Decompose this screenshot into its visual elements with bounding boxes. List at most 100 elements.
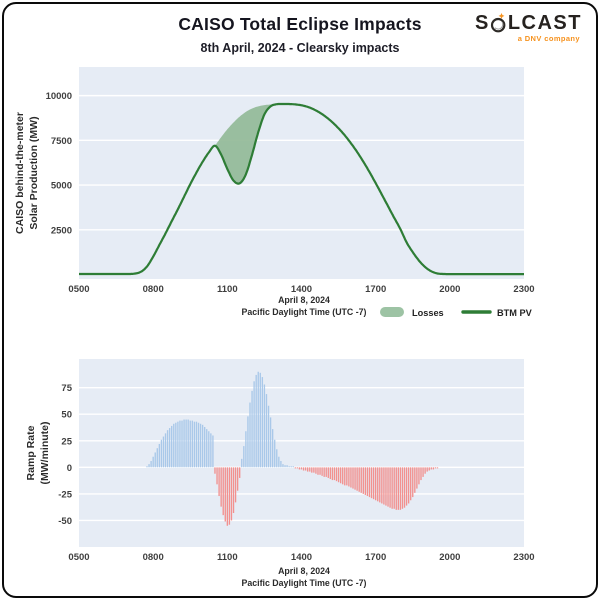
ramp-bar-positive: [284, 465, 286, 468]
y-axis-label: CAISO behind-the-meter: [14, 112, 26, 234]
btm-pv-line: [79, 102, 524, 276]
ramp-bar-negative: [379, 467, 381, 503]
ramp-bar-negative: [300, 467, 303, 470]
y-tick-label: 5000: [51, 181, 72, 192]
ramp-bar-negative: [323, 467, 325, 477]
ramp-bar-negative: [307, 467, 309, 472]
ramp-bar-positive: [197, 422, 200, 468]
ramp-bar-positive: [185, 419, 187, 468]
ramp-bar-negative: [366, 467, 369, 497]
ramp-bar-negative: [228, 467, 231, 525]
ramp-bar-positive: [257, 371, 259, 468]
ramp-bar-positive: [208, 431, 210, 468]
ramp-bar-positive: [288, 466, 290, 468]
x-tick-label: 2000: [439, 284, 460, 295]
ramp-bar-negative: [352, 467, 354, 489]
ramp-bar-negative: [387, 467, 389, 507]
ramp-bar-negative: [391, 467, 393, 509]
plot-area: [79, 102, 524, 276]
ramp-bar-positive: [146, 466, 148, 468]
ramp-bar-negative: [315, 467, 317, 474]
y-tick-label: 75: [61, 383, 72, 394]
ramp-bar-negative: [416, 467, 418, 489]
ramp-bar-positive: [168, 428, 171, 468]
x-axis-label: Pacific Daylight Time (UTC -7): [242, 578, 367, 588]
logo-text-pre: S: [474, 12, 490, 34]
ramp-bar-positive: [247, 416, 249, 468]
ramp-bar-negative: [426, 467, 428, 472]
x-axis-label: April 8, 2024: [278, 295, 330, 305]
ramp-bar-negative: [321, 467, 323, 476]
ramp-bar-positive: [286, 465, 288, 468]
ramp-bar-negative: [302, 467, 305, 471]
ramp-bar-negative: [418, 467, 420, 485]
ramp-bar-positive: [282, 464, 284, 468]
ramp-bar-negative: [362, 467, 364, 494]
ramp-bar-negative: [432, 467, 435, 470]
ramp-bar-positive: [166, 430, 169, 468]
ramp-bar-negative: [346, 467, 348, 486]
ramp-bar-positive: [243, 446, 245, 468]
y-axis-label: (MW/minute): [39, 422, 51, 485]
title-block: CAISO Total Eclipse Impacts 8th April, 2…: [4, 14, 596, 55]
ramp-bar-negative: [327, 467, 329, 478]
ramp-bar-positive: [189, 420, 191, 468]
ramp-bar-negative: [329, 467, 332, 480]
ramp-bar-negative: [407, 467, 410, 504]
ramp-bar-negative: [218, 467, 220, 497]
ramp-bar-negative: [224, 467, 226, 522]
ramp-bar-negative: [374, 467, 377, 501]
ramp-bar-negative: [214, 467, 216, 474]
ramp-bar-negative: [226, 467, 229, 526]
ramp-bar-negative: [356, 467, 358, 491]
ramp-bar-positive: [148, 464, 150, 468]
x-tick-label: 2300: [513, 284, 534, 295]
x-tick-label: 2000: [439, 552, 460, 563]
ramp-bar-negative: [350, 467, 352, 488]
ramp-bar-negative: [319, 467, 321, 475]
solcast-wordmark: S LCAST: [475, 13, 582, 33]
y-tick-label: 0: [67, 463, 72, 474]
ramp-bar-negative: [333, 467, 336, 481]
ramp-bar-negative: [358, 467, 360, 492]
ramp-bar-positive: [158, 443, 161, 468]
ramp-bar-negative: [344, 467, 346, 486]
ramp-bar-positive: [206, 429, 208, 468]
legend-btm-pv-label: BTM PV: [497, 308, 533, 318]
ramp-bar-negative: [298, 467, 301, 470]
ramp-bar-positive: [164, 433, 167, 468]
ramp-bar-negative: [222, 467, 224, 516]
ramp-bar-negative: [216, 467, 218, 485]
ramp-bar-negative: [317, 467, 319, 475]
ramp-bar-positive: [245, 431, 247, 468]
ramp-bar-positive: [179, 420, 181, 468]
y-tick-label: 7500: [51, 136, 72, 147]
y-tick-label: -50: [58, 516, 72, 527]
ramp-bar-negative: [424, 467, 426, 474]
ramp-bar-negative: [311, 467, 313, 473]
y-tick-label: 2500: [51, 225, 72, 236]
ramp-bar-negative: [348, 467, 350, 487]
ramp-bar-positive: [191, 420, 193, 468]
ramp-bar-negative: [313, 467, 315, 473]
x-tick-label: 0800: [143, 284, 164, 295]
ramp-bar-positive: [274, 439, 276, 468]
ramp-bar-negative: [393, 467, 395, 509]
losses-band: [215, 104, 277, 184]
ramp-bar-positive: [183, 419, 185, 468]
ramp-bar-positive: [259, 372, 261, 468]
ramp-bar-negative: [354, 467, 356, 490]
ramp-bar-positive: [265, 394, 268, 468]
ramp-bar-negative: [403, 467, 406, 508]
header: CAISO Total Eclipse Impacts 8th April, 2…: [4, 4, 596, 62]
ramp-bar-positive: [181, 420, 183, 468]
ramp-bar-positive: [276, 449, 278, 468]
ramp-bar-negative: [220, 467, 222, 507]
y-axis-label: Solar Production (MW): [28, 116, 40, 229]
page-subtitle: 8th April, 2024 - Clearsky impacts: [200, 41, 400, 55]
x-tick-label: 0800: [143, 552, 164, 563]
ramp-bar-negative: [331, 467, 334, 481]
x-axis-label: April 8, 2024: [278, 566, 330, 576]
ramp-bar-negative: [294, 467, 296, 469]
